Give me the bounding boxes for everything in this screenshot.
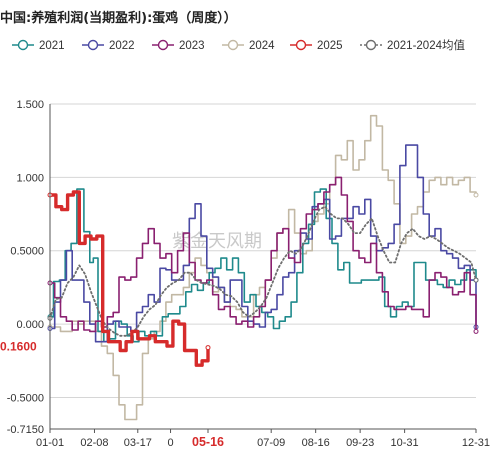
- series-point: [473, 328, 479, 334]
- series-line: [50, 188, 477, 343]
- chart-title: 中国:养殖利润(当期盈利):蛋鸡（周度））: [0, 10, 237, 26]
- series-line: [49, 205, 477, 337]
- series-line: [50, 190, 210, 367]
- legend-item-2024[interactable]: 2024: [222, 39, 275, 52]
- x-tick-label: 08-16: [302, 437, 330, 449]
- legend[interactable]: 2021 2022 2023 2024 2025 2021-2024均值: [12, 39, 465, 52]
- series-lines: [47, 114, 479, 421]
- legend-item-2023[interactable]: 2023: [152, 39, 205, 52]
- series-point: [473, 277, 479, 283]
- series-2023: [47, 176, 479, 334]
- watermark: 紫金天风期: [172, 231, 262, 252]
- x-tick-label: 0: [167, 437, 173, 449]
- legend-marker: [87, 39, 99, 51]
- legend-marker: [365, 39, 377, 51]
- y-tick-label: 1.000: [16, 172, 44, 184]
- y-axis: 1.500 1.000 0.5000 0.000 -0.5000 -0.7150: [7, 99, 51, 436]
- legend-label: 2022: [109, 40, 135, 52]
- y-tick-label: 1.500: [16, 99, 44, 111]
- legend-item-2021-2024均值[interactable]: 2021-2024均值: [360, 39, 465, 52]
- y-tick-label: 0.000: [16, 319, 44, 331]
- series-line: [50, 176, 477, 333]
- legend-marker: [295, 39, 307, 51]
- y-tick-label: -0.5000: [7, 392, 44, 404]
- legend-label: 2021-2024均值: [387, 39, 465, 52]
- x-tick-label: 09-23: [346, 437, 374, 449]
- legend-marker: [157, 39, 169, 51]
- series-2021: [47, 188, 479, 343]
- series-line: [50, 114, 477, 421]
- series-line: [50, 144, 477, 343]
- x-tick-label: 07-09: [257, 437, 285, 449]
- legend-item-2021[interactable]: 2021: [12, 39, 65, 52]
- legend-marker: [227, 39, 239, 51]
- x-tick-label: 05-16: [192, 435, 224, 449]
- series-point: [205, 345, 211, 351]
- x-tick-label: 12-31: [462, 437, 490, 449]
- y-tick-label: 0.5000: [10, 246, 44, 258]
- legend-label: 2021: [39, 40, 65, 52]
- legend-item-2025[interactable]: 2025: [290, 39, 343, 52]
- x-axis: 01-01 02-08 03-17 0 05-16 07-09 08-16 09-23 10-3…: [36, 428, 490, 449]
- y-tick-label: -0.7150: [7, 424, 44, 436]
- x-tick-label: 02-08: [80, 437, 108, 449]
- x-tick-label: 01-01: [36, 437, 64, 449]
- legend-label: 2024: [249, 40, 275, 52]
- x-tick-label: 10-31: [391, 437, 419, 449]
- legend-label: 2025: [317, 40, 343, 52]
- current-value-label: 0.1600: [0, 340, 37, 354]
- series-point: [473, 192, 479, 198]
- x-tick-label: 03-17: [124, 437, 152, 449]
- legend-label: 2023: [179, 40, 205, 52]
- legend-marker: [17, 39, 29, 51]
- grid-lines: [50, 103, 476, 398]
- legend-item-2022[interactable]: 2022: [82, 39, 135, 52]
